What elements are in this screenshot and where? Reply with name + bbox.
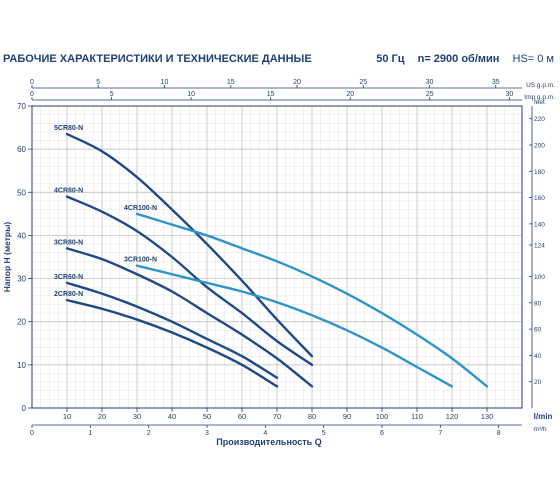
x-tick-label: 10 — [63, 412, 71, 421]
feet-tick-label: 100 — [534, 274, 545, 281]
m3h-unit: m³/h — [534, 426, 547, 433]
x-tick-label: 110 — [411, 412, 423, 421]
m3h-tick-label: 2 — [147, 430, 151, 437]
series-line-3cr100-n — [135, 264, 454, 388]
y-tick-label: 20 — [17, 318, 26, 327]
top-axis-tick-label: 5 — [110, 91, 114, 98]
top-axis-tick-label: 35 — [492, 79, 500, 86]
series-label-4cr80-n: 4CR80-N — [54, 188, 83, 195]
operating-conditions: 50 Гц n= 2900 об/мин HS= 0 м — [366, 53, 554, 65]
feet-tick-label: 124 — [534, 242, 545, 249]
top-axis-tick-label: 25 — [359, 79, 367, 86]
top-axis-unit: Imp g.p.m. — [524, 94, 555, 101]
top-axis-tick-label: 0 — [30, 91, 34, 98]
y-tick-label: 0 — [22, 404, 27, 413]
feet-tick-label: 40 — [534, 353, 542, 360]
m3h-tick-label: 7 — [438, 430, 442, 437]
top-axis-tick-label: 5 — [96, 79, 100, 86]
feet-tick-label: 140 — [534, 221, 545, 228]
feet-tick-label: 160 — [534, 195, 545, 202]
speed-label: n= 2900 об/мин — [417, 53, 500, 65]
y-tick-label: 30 — [17, 275, 26, 284]
series-lines — [65, 132, 489, 388]
top-axis-tick-label: 30 — [426, 79, 434, 86]
x-tick-label: 50 — [203, 412, 211, 421]
y-tick-label: 40 — [17, 231, 26, 240]
series-line-5cr80-n — [65, 132, 314, 358]
series-label-2cr80-n: 2CR80-N — [54, 291, 83, 298]
top-axis-tick-label: 10 — [161, 79, 169, 86]
x-tick-label: 20 — [98, 412, 106, 421]
feet-tick-label: 60 — [534, 327, 542, 334]
feet-tick-label: 220 — [534, 116, 545, 123]
y-tick-label: 70 — [17, 102, 26, 111]
x-tick-label: 130 — [481, 412, 494, 421]
m3h-tick-label: 8 — [497, 430, 501, 437]
series-label-3cr100-n: 3CR100-N — [124, 257, 157, 264]
m3h-tick-label: 6 — [380, 430, 384, 437]
top-axis-tick-label: 10 — [187, 91, 195, 98]
top-axis-tick-label: 15 — [227, 79, 235, 86]
series-labels: 5CR80-N 4CR80-N 4CR100-N 3CR80-N 3CR100-N 3CR… — [54, 125, 157, 298]
x-axis-label: Производительность Q — [216, 437, 321, 447]
grid — [31, 105, 523, 409]
series-label-5cr80-n: 5CR80-N — [54, 125, 83, 132]
chart-header: РАБОЧИЕ ХАРАКТЕРИСТИКИ И ТЕХНИЧЕСКИЕ ДАН… — [0, 50, 560, 72]
feet-tick-label: 20 — [534, 379, 542, 386]
series-line-4cr80-n — [65, 195, 314, 367]
series-label-3cr60-n: 3CR60-N — [54, 274, 83, 281]
series-line-2cr80-n — [65, 298, 279, 388]
chart-title: РАБОЧИЕ ХАРАКТЕРИСТИКИ И ТЕХНИЧЕСКИЕ ДАН… — [3, 53, 312, 65]
m3h-tick-label: 4 — [263, 430, 267, 437]
x-tick-label: 30 — [133, 412, 141, 421]
series-line-3cr80-n — [65, 247, 314, 388]
feet-tick-label: 200 — [534, 143, 545, 150]
m3h-tick-label: 5 — [322, 430, 326, 437]
axes: 10 20 30 40 50 60 70 80 90 100 110 120 130 l/min01020… — [2, 79, 555, 447]
x-tick-label: 80 — [308, 412, 316, 421]
hs-label: HS= 0 м — [512, 53, 555, 65]
series-line-3cr60-n — [65, 281, 279, 379]
x-tick-label: 120 — [446, 412, 459, 421]
feet-tick-label: 80 — [534, 300, 542, 307]
y-axis-label: Напор H (метры) — [2, 222, 12, 293]
y-tick-label: 10 — [17, 361, 26, 370]
top-axis-tick-label: 30 — [505, 91, 513, 98]
m3h-tick-label: 0 — [30, 430, 34, 437]
top-axis-tick-label: 0 — [30, 79, 34, 86]
series-label-3cr80-n: 3CR80-N — [54, 239, 83, 246]
y-tick-label: 60 — [17, 145, 26, 154]
m3h-tick-label: 3 — [205, 430, 209, 437]
x-tick-label: 40 — [168, 412, 176, 421]
top-axis-tick-label: 20 — [346, 91, 354, 98]
m3h-tick-label: 1 — [88, 430, 92, 437]
x-unit-label: l/min — [534, 412, 553, 421]
series-line-4cr100-n — [135, 212, 489, 388]
x-tick-label: 60 — [238, 412, 246, 421]
feet-tick-label: 180 — [534, 169, 545, 176]
frequency-label: 50 Гц — [376, 53, 405, 65]
y-tick-label: 50 — [17, 188, 26, 197]
top-axis-unit: US g.p.m. — [526, 82, 555, 89]
x-tick-label: 70 — [273, 412, 281, 421]
feet-axis-unit: feet — [534, 99, 545, 106]
top-axis-tick-label: 15 — [267, 91, 275, 98]
top-axis-tick-label: 20 — [293, 79, 301, 86]
x-tick-label: 90 — [343, 412, 351, 421]
x-tick-label: 100 — [376, 412, 389, 421]
top-axis-tick-label: 25 — [426, 91, 434, 98]
series-label-4cr100-n: 4CR100-N — [124, 205, 157, 212]
